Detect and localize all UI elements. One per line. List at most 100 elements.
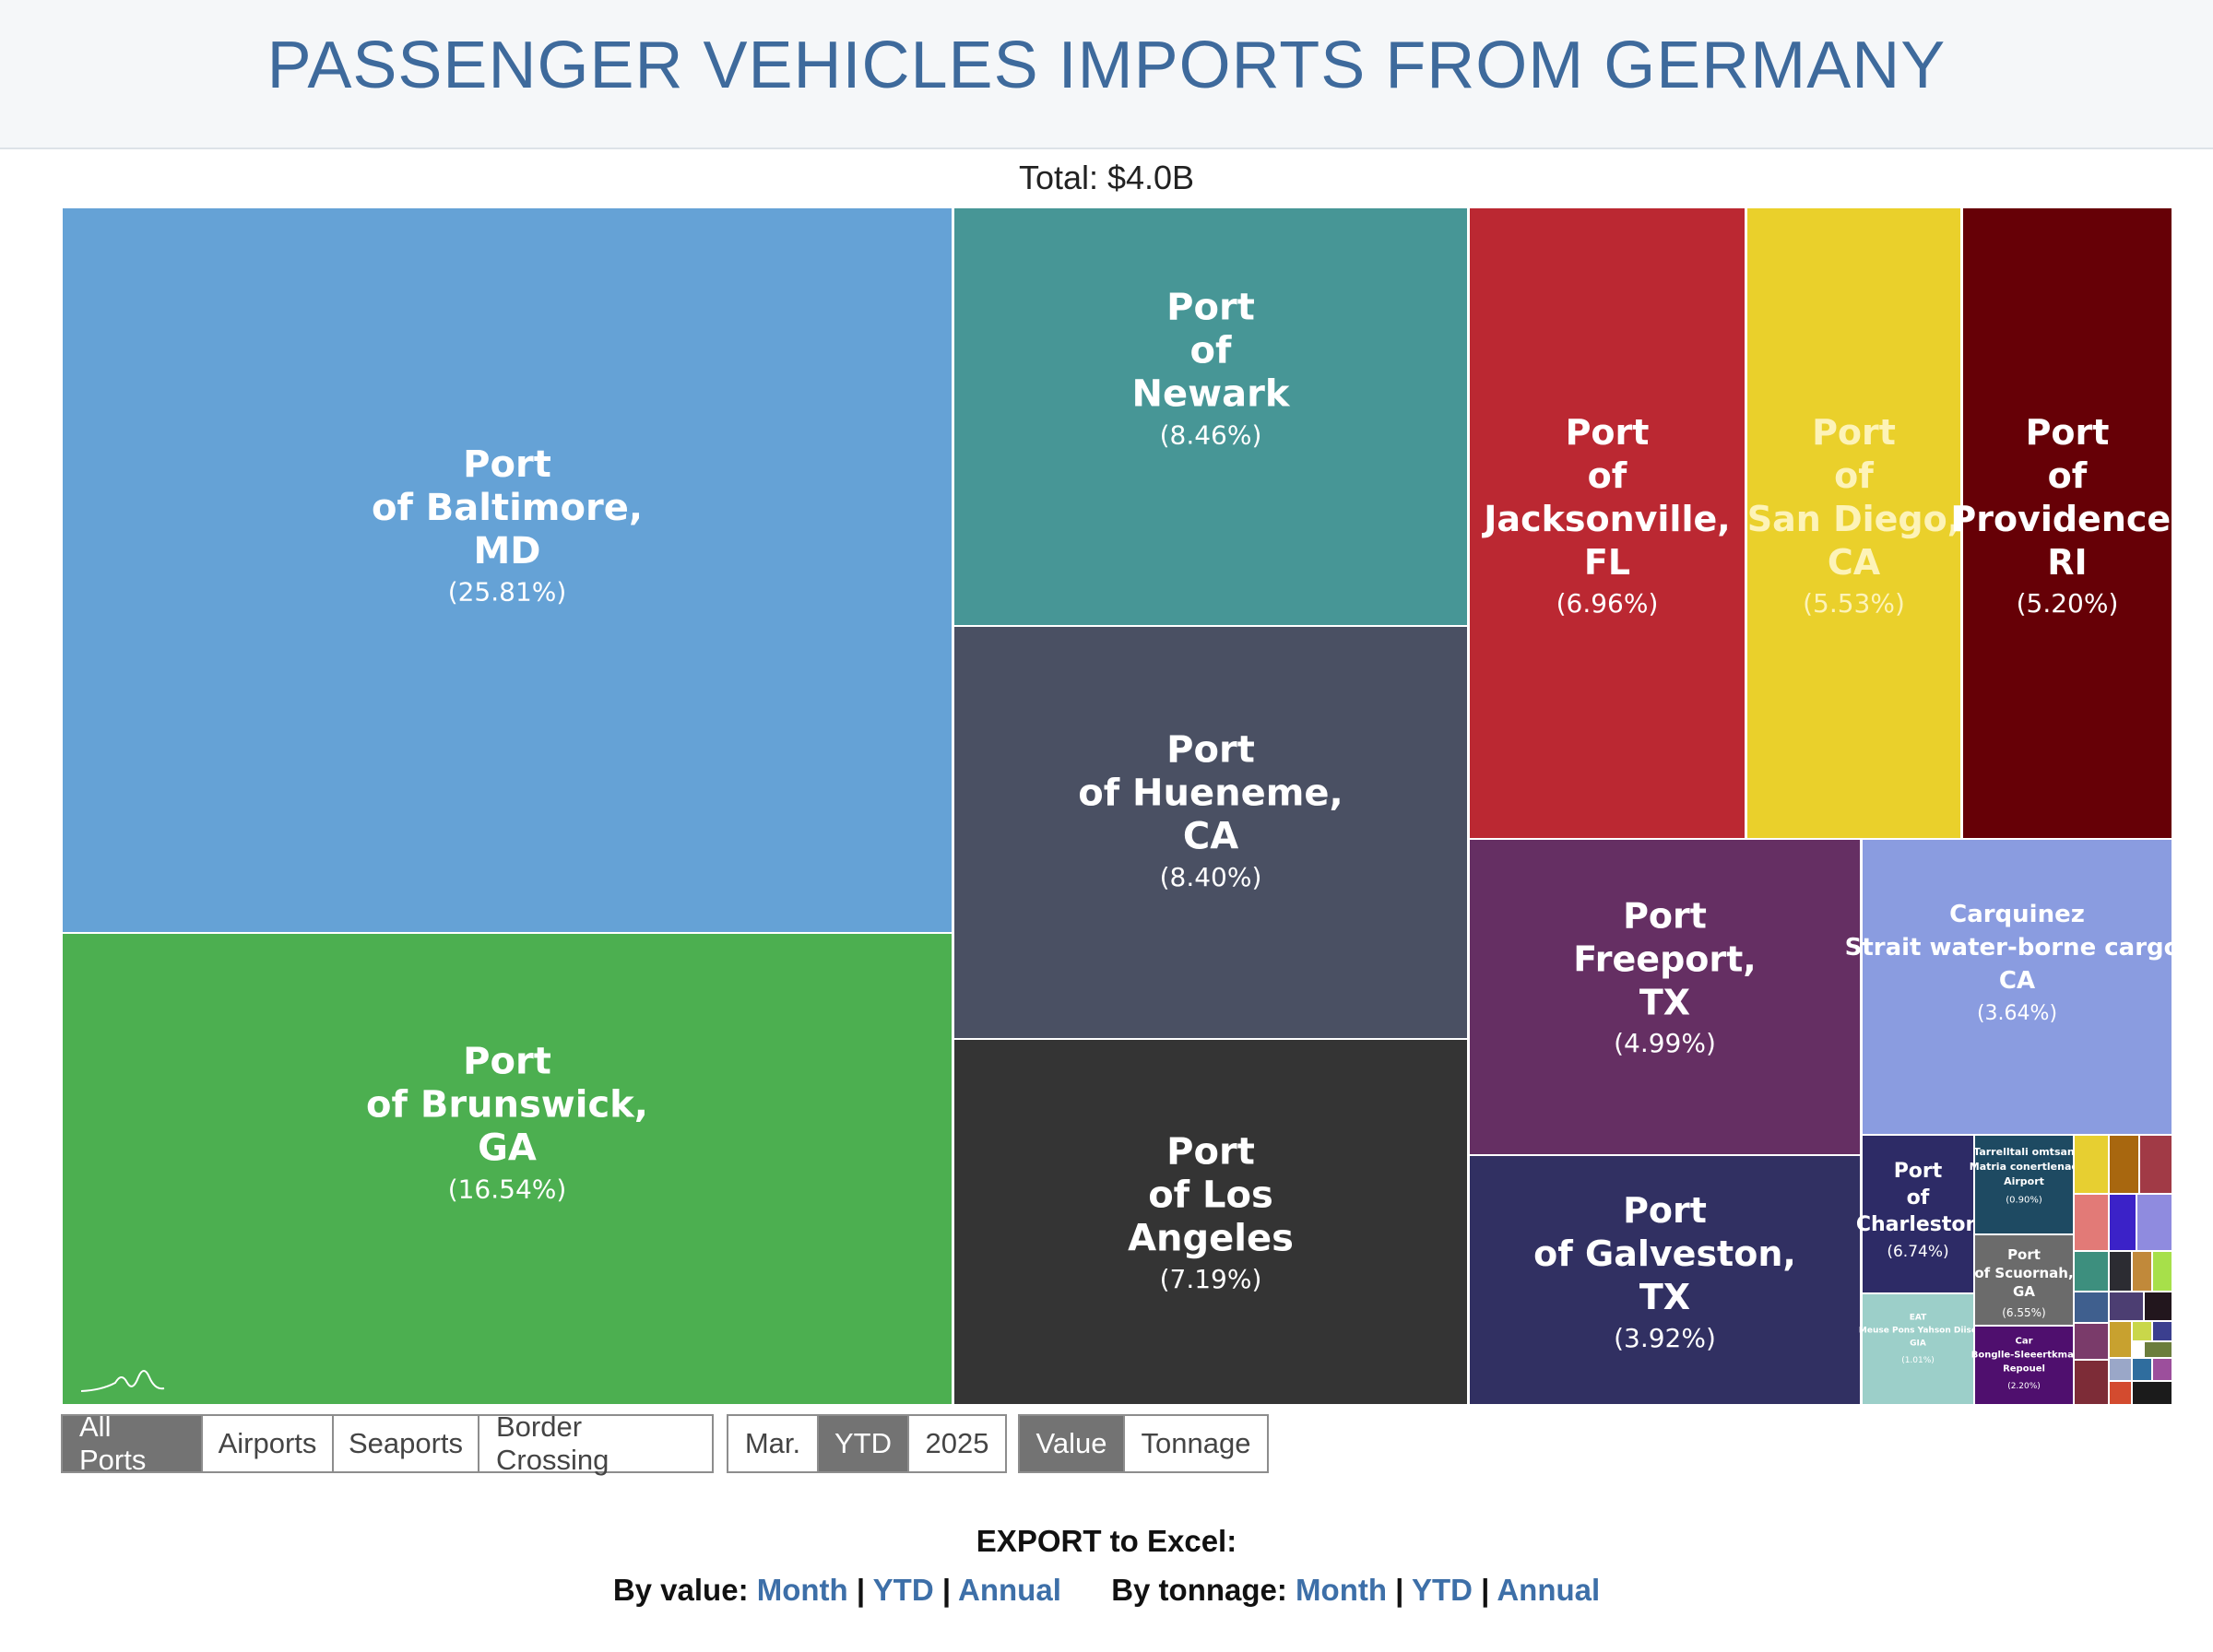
tile-label-line: Charleston [1856,1213,1980,1236]
small-tile[interactable] [2108,1320,2133,1359]
tile-rect [1961,206,2173,840]
small-tile[interactable] [2073,1291,2110,1324]
small-tile[interactable] [2108,1380,2133,1406]
tile-carquinez-strait-water-borne-cargo-ca[interactable]: Carquinez Strait water-borne cargo, CA (3.6… [1845,838,2190,1136]
small-tile[interactable] [2108,1250,2133,1292]
period-filter: Mar. YTD 2025 [727,1414,1007,1473]
small-tile[interactable] [2073,1359,2110,1406]
filter-airports-button[interactable]: Airports [203,1416,334,1471]
tile-label-line: of Los [1148,1174,1273,1216]
period-year-label: 2025 [925,1427,989,1459]
tile-eat-meuse-pons-yahson-diiso-gia[interactable]: EAT Meuse Pons Yahson Diiso GIA (1.01%) [1859,1292,1977,1406]
tile-rect [61,932,953,1406]
tile-label-line: FL [1584,542,1630,583]
tile-rect [1861,1292,1975,1406]
export-separator: | [1481,1573,1490,1607]
export-title: EXPORT to Excel: [976,1524,1237,1558]
export-value-month-link[interactable]: Month [756,1573,848,1607]
tile-rect [1973,1325,2075,1406]
tile-label-line: Port [2026,412,2110,453]
filter-seaports-button[interactable]: Seaports [334,1416,479,1471]
small-tile[interactable] [2151,1357,2173,1382]
tile-rect [953,625,1469,1040]
tile-label-line: Port [1166,287,1255,329]
tile-label-line: Newark [1132,373,1291,416]
export-tonnage-ytd-link[interactable]: YTD [1411,1573,1473,1607]
tile-label-line: Matria conertlenad [1970,1161,2079,1173]
small-tile[interactable] [2131,1320,2153,1342]
tile-percent-label: (6.74%) [1887,1243,1948,1261]
tile-label-line: Port [1812,412,1896,453]
tile-percent-label: (5.53%) [1803,588,1905,619]
small-tile[interactable] [2073,1322,2110,1361]
period-month-button[interactable]: Mar. [728,1416,819,1471]
total-label: Total: $4.0B [1018,159,1195,196]
small-tile[interactable] [2073,1134,2110,1195]
tile-car-bonglle-sleeertkmal-repouel[interactable]: Car Bonglle-Sleeertkmal Repouel (2.20%) [1971,1325,2077,1406]
small-tile[interactable] [2108,1193,2137,1252]
tile-percent-label: (1.01%) [1901,1356,1935,1365]
export-tonnage-annual-link[interactable]: Annual [1497,1573,1601,1607]
period-ytd-button[interactable]: YTD [819,1416,909,1471]
filter-all-ports-button[interactable]: All Ports [63,1410,203,1476]
filter-border-crossing-label: Border Crossing [496,1410,609,1476]
tile-label-line: Port [1166,729,1255,772]
small-tile[interactable] [2143,1291,2173,1322]
small-tile[interactable] [2143,1340,2173,1359]
filter-seaports-label: Seaports [348,1427,464,1459]
small-tile[interactable] [2131,1250,2153,1292]
small-tile[interactable] [2138,1134,2173,1195]
tile-label-line: Car [2015,1336,2032,1346]
small-tile[interactable] [2151,1250,2173,1292]
tile-percent-label: (0.90%) [2006,1195,2042,1205]
tile-port-of-charleston[interactable]: Port of Charleston (6.74%) [1856,1134,1980,1294]
tile-rect [1973,1134,2075,1235]
small-tile[interactable] [2131,1357,2153,1382]
tile-label-line: of [1190,330,1232,372]
tile-label-line: Meuse Pons Yahson Diiso [1859,1326,1977,1335]
tile-label-line: Port [463,1041,551,1083]
tile-label-line: of [1834,455,1874,496]
filter-border-crossing-button[interactable]: Border Crossing [479,1410,712,1476]
small-tile[interactable] [2151,1320,2173,1342]
measure-tonnage-label: Tonnage [1141,1427,1251,1459]
tile-tarrelltali-omtsan-matria-conertlenad-airport[interactable]: Tarrelltali omtsan Matria conertlenad Airp… [1970,1134,2079,1235]
small-tile[interactable] [2073,1250,2110,1292]
small-tile[interactable] [2108,1134,2140,1195]
tile-label-line: Port [1623,895,1707,936]
tile-label-line: Port [1894,1160,1943,1183]
tile-port-of-scuornah-ga[interactable]: Port of Scuornah, GA (6.55%) [1973,1233,2075,1327]
measure-value-label: Value [1035,1427,1107,1459]
small-tile[interactable] [2108,1291,2145,1322]
small-tile[interactable] [2136,1193,2173,1252]
export-value-ytd-link[interactable]: YTD [872,1573,934,1607]
tile-label-line: Angeles [1128,1217,1294,1259]
tile-percent-label: (5.20%) [2017,588,2119,619]
tile-percent-label: (7.19%) [1160,1264,1262,1294]
export-value-annual-link[interactable]: Annual [958,1573,1061,1607]
small-tile[interactable] [2073,1193,2110,1252]
export-tonnage-month-link[interactable]: Month [1296,1573,1387,1607]
filter-airports-label: Airports [218,1427,317,1459]
tile-rect [1468,838,1862,1156]
tile-rect [953,206,1469,627]
measure-value-button[interactable]: Value [1020,1416,1125,1471]
tile-rect [953,1038,1469,1406]
tile-percent-label: (8.40%) [1160,862,1262,892]
period-year-button[interactable]: 2025 [909,1416,1005,1471]
measure-tonnage-button[interactable]: Tonnage [1125,1416,1267,1471]
tile-label-line: Port [1623,1190,1707,1231]
measure-filter: Value Tonnage [1018,1414,1269,1473]
sparkline-icon [80,1370,165,1392]
small-tile[interactable] [2131,1380,2173,1406]
